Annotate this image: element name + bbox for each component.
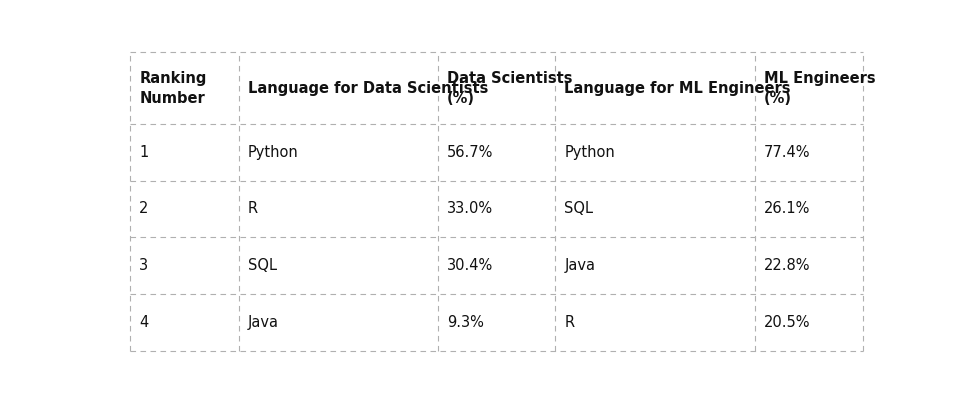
Text: Java: Java	[564, 258, 595, 273]
Text: 33.0%: 33.0%	[447, 201, 493, 216]
Text: 4: 4	[140, 315, 148, 330]
Text: 3: 3	[140, 258, 148, 273]
Text: Java: Java	[248, 315, 279, 330]
Text: 9.3%: 9.3%	[447, 315, 484, 330]
Text: SQL: SQL	[248, 258, 276, 273]
Text: Language for ML Engineers: Language for ML Engineers	[564, 81, 791, 96]
Text: 56.7%: 56.7%	[447, 145, 493, 160]
Text: Ranking
Number: Ranking Number	[140, 71, 206, 106]
Text: 30.4%: 30.4%	[447, 258, 493, 273]
Text: R: R	[248, 201, 258, 216]
Text: Python: Python	[564, 145, 615, 160]
Text: 1: 1	[140, 145, 148, 160]
Text: Language for Data Scientists: Language for Data Scientists	[248, 81, 488, 96]
Text: R: R	[564, 315, 575, 330]
Text: 22.8%: 22.8%	[764, 258, 810, 273]
Text: SQL: SQL	[564, 201, 593, 216]
Text: 2: 2	[140, 201, 148, 216]
Text: ML Engineers
(%): ML Engineers (%)	[764, 71, 875, 106]
Text: 26.1%: 26.1%	[764, 201, 810, 216]
Text: Python: Python	[248, 145, 298, 160]
Text: 20.5%: 20.5%	[764, 315, 810, 330]
Text: 77.4%: 77.4%	[764, 145, 810, 160]
Text: Data Scientists
(%): Data Scientists (%)	[447, 71, 573, 106]
